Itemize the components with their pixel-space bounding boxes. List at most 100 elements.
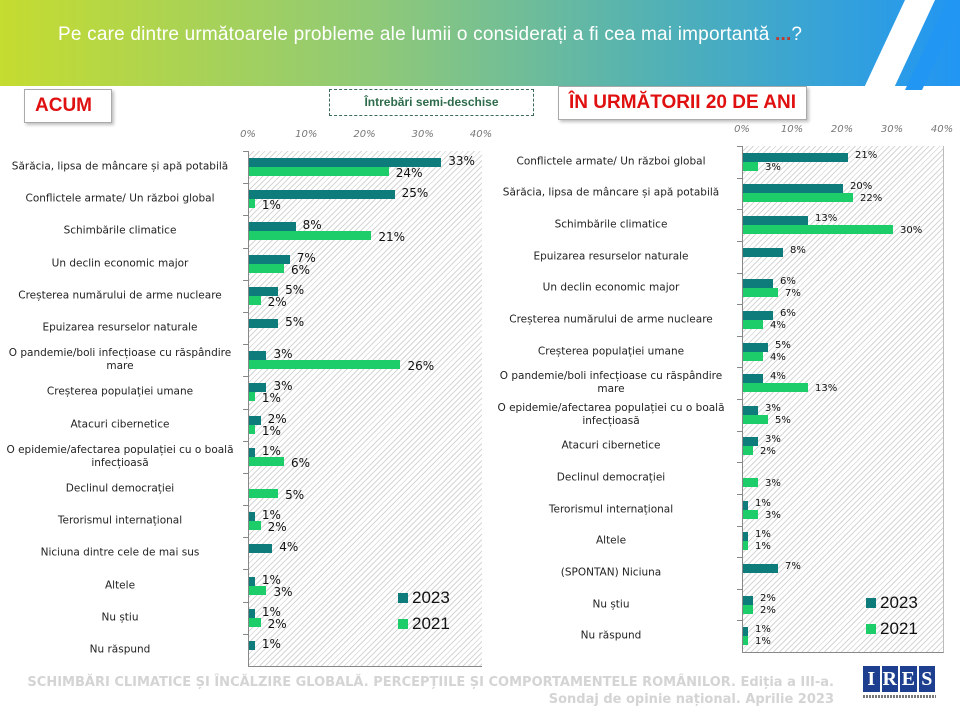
now-bar-2023	[249, 222, 296, 232]
future-y-tick	[737, 272, 742, 274]
future-category-label: Conflictele armate/ Un război global	[516, 155, 706, 168]
future-y-tick	[737, 399, 742, 400]
now-bar-2023	[249, 319, 279, 329]
now-bar-2023	[249, 351, 267, 361]
title-text: Pe care dintre următoarele probleme ale …	[58, 24, 770, 45]
now-y-tick	[243, 472, 248, 474]
future-bar-2023	[743, 279, 773, 289]
now-data-label-2021: 6%	[290, 262, 310, 277]
future-data-label-2023: 1%	[755, 529, 771, 541]
future-data-label-2023: 5%	[775, 339, 791, 351]
now-data-label-2021: 1%	[261, 391, 281, 406]
future-data-label-2021: 22%	[860, 193, 883, 205]
now-data-label-2023: 25%	[401, 186, 429, 201]
now-data-label-2021: 1%	[261, 198, 281, 213]
now-bar-2023	[249, 254, 290, 264]
footer-line-2: Sondaj de opinie național. Aprilie 2023	[548, 692, 834, 707]
now-data-label-2023: 4%	[279, 540, 299, 555]
now-bar-2023	[249, 576, 255, 586]
future-bar-2021	[743, 319, 763, 329]
now-bar-2021	[249, 263, 284, 273]
now-y-tick	[243, 633, 248, 635]
now-category-label: Schimbările climatice	[63, 224, 177, 237]
future-data-label-2021: 5%	[775, 414, 791, 426]
future-category-label: Creșterea numărului de arme nucleare	[509, 313, 713, 326]
future-x-tick-label: 20%	[830, 124, 854, 135]
future-data-label-2023: 8%	[790, 244, 806, 256]
future-bar-2023	[743, 184, 843, 194]
footer-line-1: SCHIMBĂRI CLIMATICE ȘI ÎNCĂLZIRE GLOBALĂ…	[27, 675, 834, 690]
future-bar-2023	[743, 152, 848, 162]
now-bar-2023	[249, 190, 395, 200]
title-end: ?	[791, 24, 803, 45]
logo-letter: E	[900, 666, 917, 692]
now-y-tick	[243, 569, 248, 571]
now-x-tick-label: 30%	[411, 129, 434, 140]
legend-swatch	[398, 593, 408, 603]
future-category-label: Schimbările climatice	[554, 218, 668, 231]
now-data-label-2023: 7%	[296, 250, 316, 265]
now-bar-2021	[249, 617, 261, 627]
future-bar-2021	[743, 288, 778, 298]
future-data-label-2023: 4%	[770, 371, 786, 383]
tab-next-20-years: ÎN URMĂTORII 20 DE ANI	[558, 86, 807, 120]
future-data-label-2021: 4%	[770, 351, 786, 363]
legend-swatch	[398, 619, 408, 629]
future-y-tick	[737, 177, 742, 179]
now-data-label-2023: 5%	[285, 315, 305, 330]
future-bar-2021	[743, 383, 808, 393]
future-y-tick	[737, 209, 742, 211]
now-data-label-2023: 1%	[261, 604, 281, 619]
future-bar-2023	[743, 405, 758, 415]
now-data-label-2021: 5%	[285, 487, 305, 502]
now-category-label: Terorismul internațional	[57, 514, 183, 527]
future-y-tick	[737, 335, 742, 337]
now-data-label-2023: 8%	[302, 218, 322, 233]
future-bar-2023	[743, 216, 808, 226]
future-data-label-2021: 30%	[900, 225, 923, 237]
now-y-tick	[243, 505, 248, 507]
header-stripe-decoration	[863, 0, 960, 90]
future-legend-2023: 2023	[866, 593, 918, 613]
future-data-label-2023: 3%	[765, 402, 781, 414]
future-category-label: O pandemie/boli infecțioase cu răspândir…	[499, 370, 723, 396]
future-bar-2023	[743, 532, 748, 542]
now-y-tick	[243, 376, 248, 378]
now-data-label-2021: 6%	[290, 455, 310, 470]
legend-label: 2021	[412, 614, 450, 633]
future-y-tick	[737, 304, 742, 306]
future-data-label-2021: 2%	[760, 604, 776, 616]
now-data-label-2021: 2%	[267, 294, 287, 309]
future-bar-2021	[743, 541, 748, 551]
future-bar-2023	[743, 247, 783, 257]
now-legend-2021: 2021	[398, 614, 450, 634]
future-data-label-2021: 3%	[765, 478, 781, 490]
future-data-label-2023: 13%	[815, 213, 838, 225]
now-bar-2021	[249, 488, 279, 498]
now-data-label-2021: 2%	[267, 616, 287, 631]
future-data-label-2023: 1%	[755, 497, 771, 509]
future-legend-2021: 2021	[866, 619, 918, 639]
now-category-label: O epidemie/afectarea populației cu o boa…	[6, 443, 234, 469]
legend-label: 2021	[880, 619, 918, 638]
future-y-tick	[737, 620, 742, 622]
now-bar-2021	[249, 392, 255, 402]
now-y-tick	[243, 601, 248, 603]
now-y-tick	[243, 311, 248, 313]
logo-letter: I	[863, 666, 880, 692]
semi-open-questions-note: Întrebări semi-deschise	[329, 89, 534, 116]
now-y-tick	[243, 408, 248, 410]
now-bar-2021	[249, 585, 267, 595]
now-bar-2023	[249, 286, 279, 296]
future-x-tick-label: 10%	[780, 124, 804, 135]
legend-label: 2023	[880, 593, 918, 612]
future-category-label: Nu știu	[592, 598, 630, 611]
now-x-tick-label: 40%	[469, 129, 493, 140]
future-y-tick	[737, 588, 742, 590]
future-bar-2021	[743, 193, 853, 203]
future-x-tick-label: 0%	[734, 124, 750, 135]
now-legend-2023: 2023	[398, 588, 450, 608]
future-data-label-2021: 1%	[755, 541, 771, 553]
future-bar-2023	[743, 374, 763, 384]
future-category-label: Atacuri cibernetice	[561, 439, 661, 452]
